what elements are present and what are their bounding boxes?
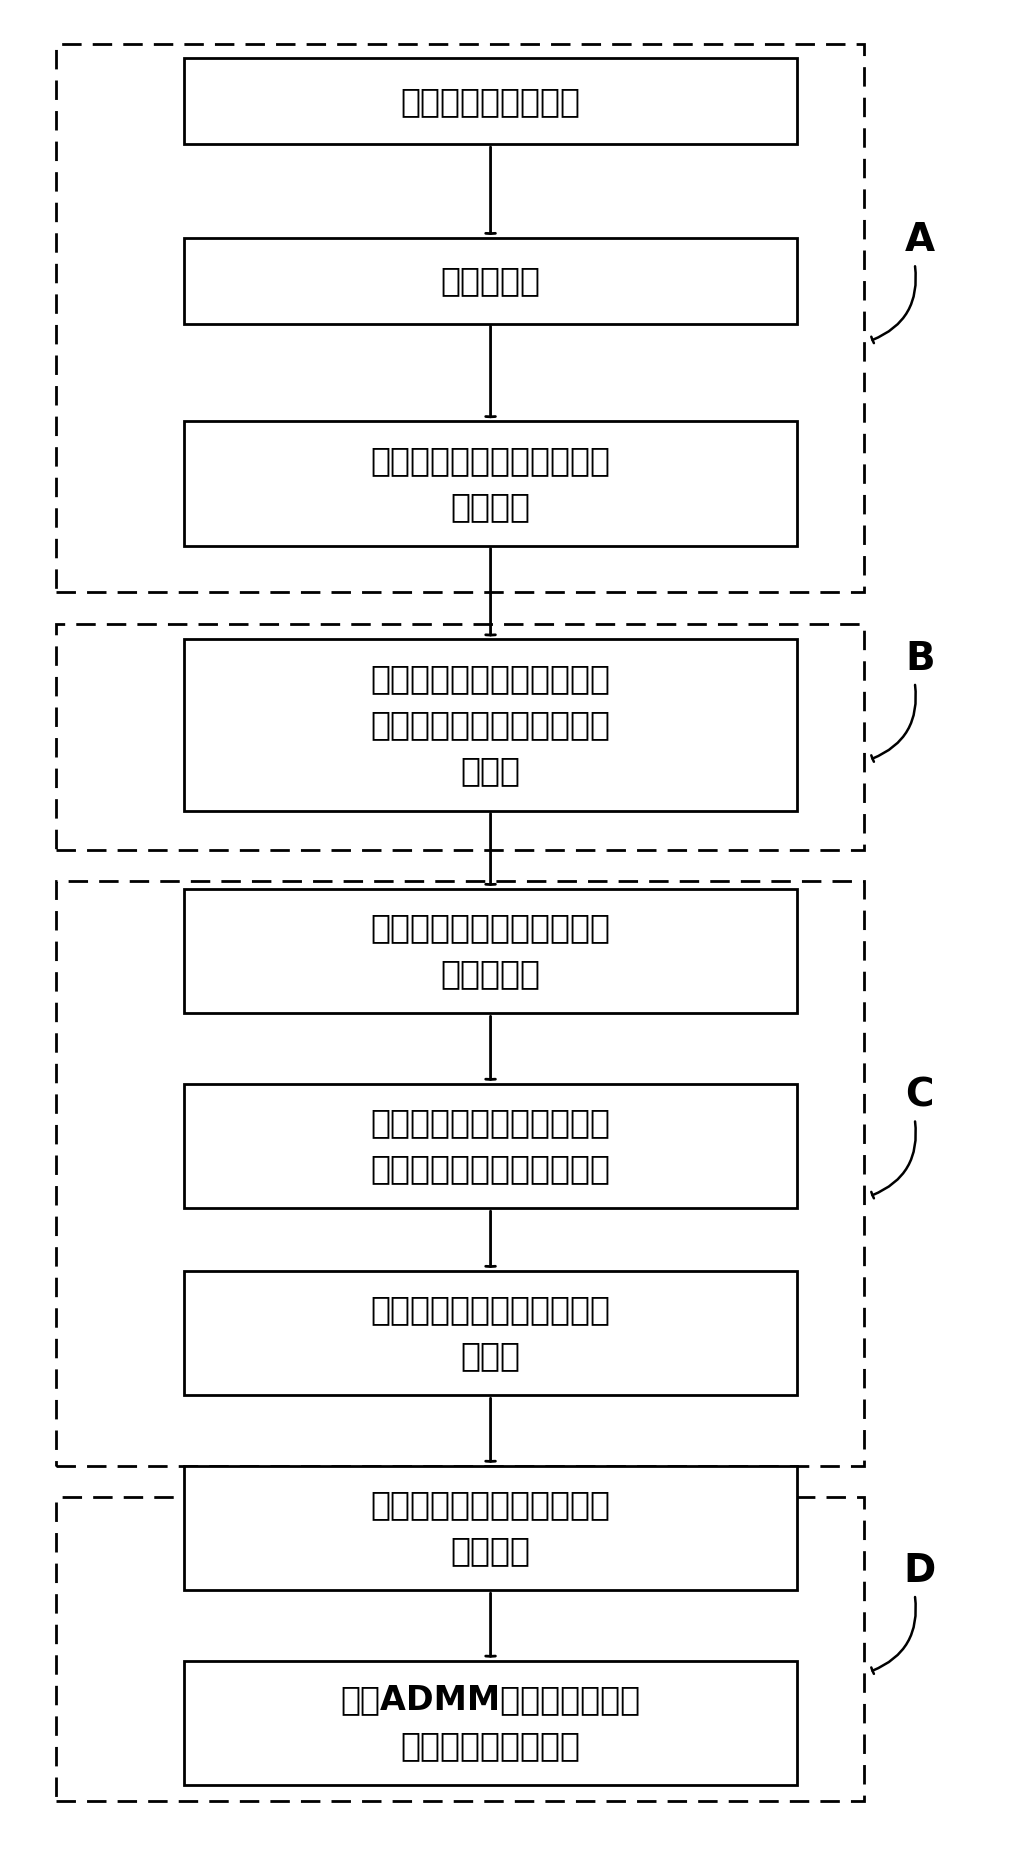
Text: B: B: [905, 640, 934, 677]
Bar: [56, 623, 864, 849]
Bar: [184, 889, 797, 1014]
Text: 确定分段时间序列的窗口宽
度最优值: 确定分段时间序列的窗口宽 度最优值: [371, 443, 610, 522]
Text: 数据归一化: 数据归一化: [440, 264, 541, 297]
Text: 建立时序稀疏化的风电功率
预测模型: 建立时序稀疏化的风电功率 预测模型: [371, 1489, 610, 1568]
Bar: [56, 881, 864, 1465]
Bar: [184, 640, 797, 810]
Text: 按照从大到小的顺序对匹配
度进行排序: 按照从大到小的顺序对匹配 度进行排序: [371, 911, 610, 990]
Bar: [184, 1083, 797, 1209]
Text: D: D: [903, 1551, 936, 1590]
Bar: [184, 1661, 797, 1785]
Text: 确定最优的平均历史分段序
列个数: 确定最优的平均历史分段序 列个数: [371, 1293, 610, 1373]
Text: A: A: [904, 221, 935, 258]
Bar: [184, 421, 797, 546]
Text: 采用ADMM算法求解预测模
型，并进行功率预测: 采用ADMM算法求解预测模 型，并进行功率预测: [340, 1684, 641, 1762]
Text: 计算所有历史分段时间序列
与当前时刻分段时间序列的
匹配度: 计算所有历史分段时间序列 与当前时刻分段时间序列的 匹配度: [371, 662, 610, 788]
Text: 按照平均匹配度聚合的原则
确定最优历史分段序列个数: 按照平均匹配度聚合的原则 确定最优历史分段序列个数: [371, 1106, 610, 1186]
Bar: [184, 58, 797, 144]
Text: C: C: [905, 1076, 934, 1115]
Bar: [184, 1465, 797, 1590]
Bar: [56, 43, 864, 593]
Bar: [184, 238, 797, 324]
Text: 风电场有功功率数据: 风电场有功功率数据: [401, 84, 580, 118]
Bar: [56, 1497, 864, 1800]
Bar: [184, 1270, 797, 1396]
